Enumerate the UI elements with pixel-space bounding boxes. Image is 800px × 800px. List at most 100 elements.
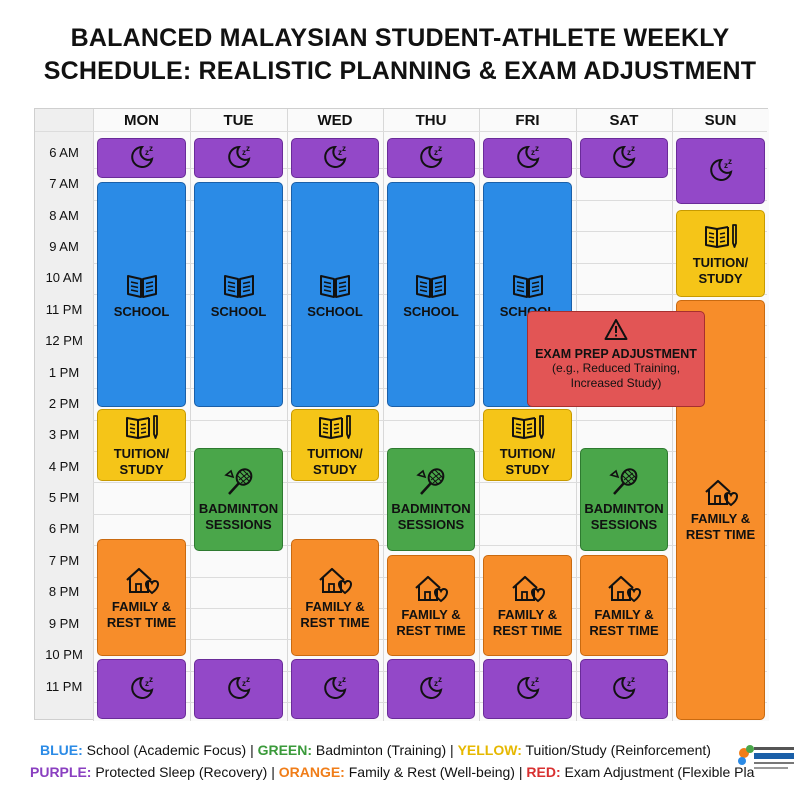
time-label: 9 AM bbox=[49, 239, 79, 254]
badminton-block-tue: BADMINTON SESSIONS bbox=[194, 448, 283, 551]
svg-text:z: z bbox=[246, 144, 250, 153]
svg-text:z: z bbox=[535, 144, 539, 153]
book-pencil-icon bbox=[511, 415, 544, 439]
house-heart-icon bbox=[415, 575, 448, 602]
family-rest-block-sat: FAMILY & REST TIME bbox=[580, 555, 668, 656]
family-rest-block-label: REST TIME bbox=[396, 622, 466, 638]
legend-key: PURPLE: bbox=[30, 764, 92, 780]
svg-text:z: z bbox=[631, 675, 635, 684]
family-rest-block-label: FAMILY & bbox=[401, 606, 461, 622]
open-book-icon bbox=[512, 274, 543, 298]
time-label: 9 PM bbox=[48, 616, 80, 631]
time-label: 3 PM bbox=[48, 427, 80, 442]
svg-text:z: z bbox=[242, 148, 246, 157]
day-header-wed: WED bbox=[317, 112, 353, 129]
svg-text:z: z bbox=[531, 148, 535, 157]
time-label: 1 PM bbox=[48, 365, 80, 380]
school-block-label: SCHOOL bbox=[307, 303, 363, 319]
svg-text:z: z bbox=[438, 144, 442, 153]
legend-text: School (Academic Focus) | bbox=[82, 742, 258, 758]
family-rest-block-label: FAMILY & bbox=[690, 511, 751, 526]
day-header-mon: MON bbox=[124, 112, 159, 129]
badminton-block-label: SESSIONS bbox=[205, 516, 272, 532]
school-block-wed: SCHOOL bbox=[291, 182, 379, 407]
school-block-label: SCHOOL bbox=[210, 303, 267, 319]
svg-text:z: z bbox=[434, 679, 438, 688]
family-rest-block-label: FAMILY & bbox=[497, 606, 558, 622]
legend-line-1: BLUE: School (Academic Focus) | GREEN: B… bbox=[40, 741, 800, 759]
tuition-study-block-label: TUITION/ bbox=[307, 446, 363, 461]
tuition-study-block-label: STUDY bbox=[505, 462, 550, 477]
time-label: 8 AM bbox=[49, 208, 79, 223]
family-rest-block-label: FAMILY & bbox=[594, 606, 654, 622]
shuttlecock-racket-icon bbox=[223, 467, 252, 495]
svg-text:z: z bbox=[246, 675, 250, 684]
school-block-label: SCHOOL bbox=[403, 303, 459, 319]
exam-title: EXAM PREP ADJUSTMENT bbox=[535, 347, 697, 361]
academy-logo bbox=[738, 745, 794, 769]
time-label: 8 PM bbox=[48, 584, 80, 599]
legend-text: Tuition/Study (Reinforcement) bbox=[521, 742, 711, 758]
family-rest-block-label: FAMILY & bbox=[111, 598, 172, 614]
badminton-block-thu: BADMINTON SESSIONS bbox=[387, 448, 475, 551]
family-rest-block-fri: FAMILY & REST TIME bbox=[483, 555, 572, 656]
house-heart-icon bbox=[704, 479, 738, 507]
tuition-study-block-mon: TUITION/STUDY bbox=[97, 409, 186, 481]
legend-key: GREEN: bbox=[257, 742, 313, 758]
time-label: 11 PM bbox=[45, 302, 83, 317]
title-line-2: SCHEDULE: REALISTIC PLANNING & EXAM ADJU… bbox=[43, 57, 757, 85]
svg-text:z: z bbox=[728, 157, 732, 166]
family-rest-block-mon: FAMILY & REST TIME bbox=[97, 539, 186, 656]
svg-text:z: z bbox=[338, 679, 342, 688]
book-pencil-icon bbox=[319, 415, 351, 439]
row-divider bbox=[93, 420, 767, 421]
open-book-icon bbox=[416, 274, 446, 298]
svg-text:z: z bbox=[434, 148, 438, 157]
book-pencil-icon bbox=[704, 223, 737, 248]
day-header-tue: TUE bbox=[223, 112, 254, 129]
svg-text:z: z bbox=[531, 679, 535, 688]
svg-text:z: z bbox=[438, 675, 442, 684]
family-rest-block-label: REST TIME bbox=[589, 622, 659, 638]
school-block-label: SCHOOL bbox=[113, 303, 170, 319]
shuttlecock-racket-icon bbox=[609, 467, 638, 495]
day-header-sat: SAT bbox=[609, 112, 639, 129]
badminton-block-label: SESSIONS bbox=[397, 516, 465, 532]
svg-text:z: z bbox=[627, 148, 631, 157]
day-header-thu: THU bbox=[415, 112, 447, 129]
time-label: 2 PM bbox=[48, 396, 80, 411]
house-heart-icon bbox=[319, 567, 352, 594]
svg-text:z: z bbox=[342, 675, 346, 684]
svg-text:z: z bbox=[338, 148, 342, 157]
time-label: 7 PM bbox=[48, 553, 80, 568]
tuition-study-block-label: STUDY bbox=[698, 270, 743, 286]
legend-key: RED: bbox=[526, 764, 561, 780]
legend-text: Family & Rest (Well-being) | bbox=[344, 764, 527, 780]
house-heart-icon bbox=[511, 575, 545, 602]
badminton-block-label: BADMINTON bbox=[391, 500, 471, 516]
exam-sub-1: (e.g., Reduced Training, bbox=[551, 361, 681, 375]
svg-text:z: z bbox=[242, 679, 246, 688]
badminton-block-label: SESSIONS bbox=[590, 516, 658, 532]
time-label: 7 AM bbox=[49, 176, 79, 191]
open-book-icon bbox=[126, 274, 157, 298]
family-rest-block-wed: FAMILY & REST TIME bbox=[291, 539, 379, 656]
svg-text:z: z bbox=[627, 679, 631, 688]
schedule-grid: MON TUE WED THU FRI SAT SUN 6 AM 7 AM 8 AM 9 AM 10 … bbox=[34, 108, 769, 721]
svg-text:z: z bbox=[149, 144, 153, 153]
svg-text:z: z bbox=[631, 144, 635, 153]
badminton-block-label: BADMINTON bbox=[198, 500, 279, 516]
svg-text:z: z bbox=[149, 675, 153, 684]
